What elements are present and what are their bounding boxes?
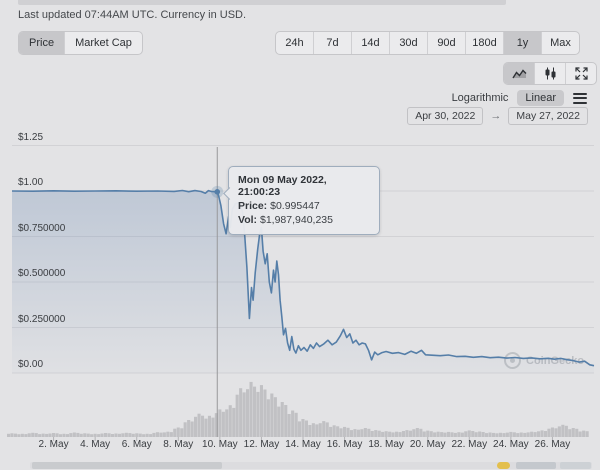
x-axis-label: 14. May [285, 439, 321, 450]
x-axis-label: 24. May [493, 439, 529, 450]
price-tab[interactable]: Price [19, 32, 66, 54]
x-axis-label: 4. May [80, 439, 111, 450]
chart-tooltip: Mon 09 May 2022, 21:00:23 Price: $0.9954… [228, 166, 380, 235]
coin-icon [497, 462, 510, 469]
candlestick-icon [544, 67, 557, 80]
x-axis-label: 2. May [38, 439, 69, 450]
y-axis-label: $1.00 [18, 177, 44, 188]
fullscreen-button[interactable] [566, 63, 596, 84]
fullscreen-icon [574, 67, 588, 80]
x-axis-label: 16. May [326, 439, 363, 450]
date-to-input[interactable]: May 27, 2022 [508, 107, 588, 125]
metric-toggle-group: Price Market Cap [18, 31, 143, 55]
x-axis-label: 6. May [121, 439, 152, 450]
x-axis-label: 22. May [451, 439, 488, 450]
range-30d-button[interactable]: 30d [390, 32, 428, 54]
range-14d-button[interactable]: 14d [352, 32, 390, 54]
date-range-row: Apr 30, 2022 → May 27, 2022 [407, 107, 588, 125]
cutoff-heading-strip [18, 0, 506, 5]
arrow-right-icon: → [490, 110, 502, 122]
tooltip-price: Price: $0.995447 [238, 200, 320, 212]
tooltip-date: Mon 09 May 2022, 21:00:23 [238, 174, 327, 198]
chart-type-group [503, 62, 597, 85]
range-180d-button[interactable]: 180d [466, 32, 504, 54]
x-axis-label: 12. May [243, 439, 280, 450]
candlestick-chart-button[interactable] [535, 63, 566, 84]
x-axis-label: 8. May [163, 439, 194, 450]
time-range-group: 24h 7d 14d 30d 90d 180d 1y Max [275, 31, 580, 55]
x-axis-label: 26. May [534, 439, 571, 450]
scale-toggle-row: Logarithmic Linear [452, 90, 587, 106]
range-90d-button[interactable]: 90d [428, 32, 466, 54]
y-axis-label: $0.00 [18, 359, 44, 370]
cutoff-bottom-row [0, 461, 600, 470]
menu-icon[interactable] [573, 91, 587, 106]
y-axis-label: $1.25 [18, 131, 44, 143]
x-axis-label: 20. May [409, 439, 446, 450]
market-cap-tab[interactable]: Market Cap [75, 37, 132, 49]
line-chart-icon [511, 68, 527, 80]
y-axis-label: $0.500000 [18, 268, 66, 279]
last-updated-text: Last updated 07:44AM UTC. Currency in US… [18, 9, 247, 21]
date-from-input[interactable]: Apr 30, 2022 [407, 107, 484, 125]
x-axis-label: 18. May [368, 439, 404, 450]
y-axis-label: $0.250000 [18, 313, 66, 325]
range-7d-button[interactable]: 7d [314, 32, 352, 54]
range-1y-button[interactable]: 1y [504, 32, 542, 54]
range-24h-button[interactable]: 24h [276, 32, 314, 54]
x-axis-label: 10. May [202, 439, 238, 450]
line-chart-button[interactable] [504, 63, 535, 84]
y-axis-label: $0.750000 [18, 222, 66, 234]
linear-option[interactable]: Linear [517, 90, 564, 106]
tooltip-volume: Vol: $1,987,940,235 [238, 214, 333, 226]
range-max-button[interactable]: Max [550, 37, 571, 49]
logarithmic-option[interactable]: Logarithmic [451, 92, 509, 104]
